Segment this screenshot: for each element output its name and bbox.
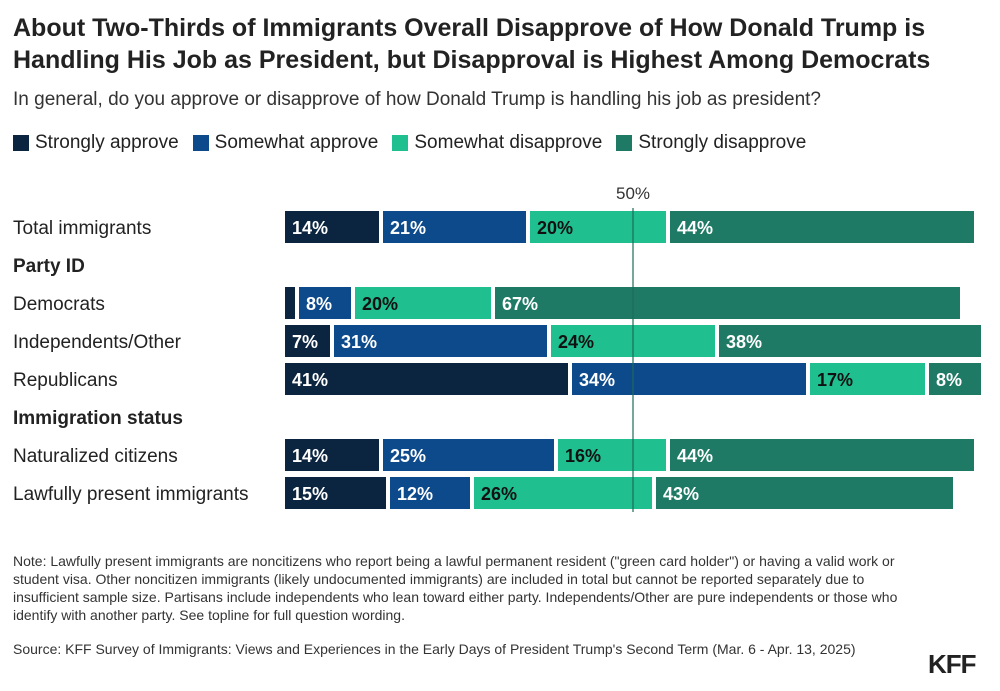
- chart-source: Source: KFF Survey of Immigrants: Views …: [13, 641, 856, 657]
- legend-item-somewhat-disapprove: Somewhat disapprove: [392, 132, 602, 154]
- row-label: Independents/Other: [13, 332, 182, 353]
- data-label: 15%: [292, 484, 328, 504]
- data-label: 67%: [502, 294, 538, 314]
- legend-item-somewhat-approve: Somewhat approve: [192, 132, 379, 154]
- data-label: 25%: [390, 446, 426, 466]
- bar-segment: [285, 287, 295, 319]
- data-label: 17%: [817, 370, 853, 390]
- bar-segment: [670, 211, 974, 243]
- bar-segment: [719, 325, 981, 357]
- data-label: 44%: [677, 446, 713, 466]
- bar-segment: [285, 439, 379, 471]
- bar-segment: [299, 287, 351, 319]
- chart-note: Note: Lawfully present immigrants are no…: [13, 553, 898, 623]
- bar-segment: [383, 211, 526, 243]
- bar-segment: [530, 211, 666, 243]
- legend-swatch: [192, 135, 209, 151]
- bar-segment: [334, 325, 547, 357]
- row-label: Total immigrants: [13, 218, 151, 239]
- bar-segment: [390, 477, 470, 509]
- reference-line-label: 50%: [616, 184, 650, 203]
- bar-segment: [474, 477, 652, 509]
- bar-segment: [285, 211, 379, 243]
- data-label: 34%: [579, 370, 615, 390]
- bar-segment: [383, 439, 554, 471]
- bar-segment: [670, 439, 974, 471]
- row-group-header: Immigration status: [13, 408, 183, 429]
- kff-logo: KFF: [928, 649, 977, 679]
- data-label: 8%: [306, 294, 332, 314]
- stacked-bar-chart: Total immigrants 14% 21% 20% 44% Party ID Demo…: [13, 184, 981, 512]
- data-label: 44%: [677, 218, 713, 238]
- row-label: Republicans: [13, 370, 118, 391]
- row-label: Democrats: [13, 294, 105, 315]
- bar-segment: [810, 363, 925, 395]
- chart-title: About Two-Thirds of Immigrants Overall D…: [13, 14, 931, 74]
- data-label: 24%: [558, 332, 594, 352]
- data-label: 14%: [292, 218, 328, 238]
- bar-segment: [285, 477, 386, 509]
- legend-item-strongly-disapprove: Strongly disapprove: [616, 132, 806, 154]
- bar-segment: [558, 439, 666, 471]
- bar-segment: [285, 325, 330, 357]
- data-label: 43%: [663, 484, 699, 504]
- data-label: 14%: [292, 446, 328, 466]
- legend-label: Somewhat disapprove: [414, 132, 603, 153]
- data-label: 12%: [397, 484, 433, 504]
- row-group-header: Party ID: [13, 256, 85, 277]
- data-label: 7%: [292, 332, 318, 352]
- data-label: 20%: [362, 294, 398, 314]
- legend-label: Strongly approve: [35, 132, 179, 153]
- legend-swatch: [13, 135, 29, 151]
- bar-segment: [656, 477, 953, 509]
- data-label: 8%: [936, 370, 962, 390]
- data-label: 38%: [726, 332, 762, 352]
- legend-swatch: [616, 135, 633, 151]
- bar-segment: [355, 287, 491, 319]
- bar-segment: [285, 363, 568, 395]
- data-label: 41%: [292, 370, 328, 390]
- chart-subtitle: In general, do you approve or disapprove…: [13, 89, 822, 110]
- legend: Strongly approve Somewhat approve Somewh…: [13, 132, 806, 154]
- legend-swatch: [392, 135, 409, 151]
- bar-segment: [929, 363, 981, 395]
- row-label: Lawfully present immigrants: [13, 484, 248, 505]
- data-label: 31%: [341, 332, 377, 352]
- legend-label: Somewhat approve: [214, 132, 379, 153]
- row-label: Naturalized citizens: [13, 446, 178, 467]
- data-label: 26%: [481, 484, 517, 504]
- legend-label: Strongly disapprove: [638, 132, 807, 153]
- data-label: 21%: [390, 218, 426, 238]
- bar-segment: [572, 363, 806, 395]
- data-label: 20%: [537, 218, 573, 238]
- data-label: 16%: [565, 446, 601, 466]
- legend-item-strongly-approve: Strongly approve: [13, 132, 179, 154]
- bar-segment: [495, 287, 960, 319]
